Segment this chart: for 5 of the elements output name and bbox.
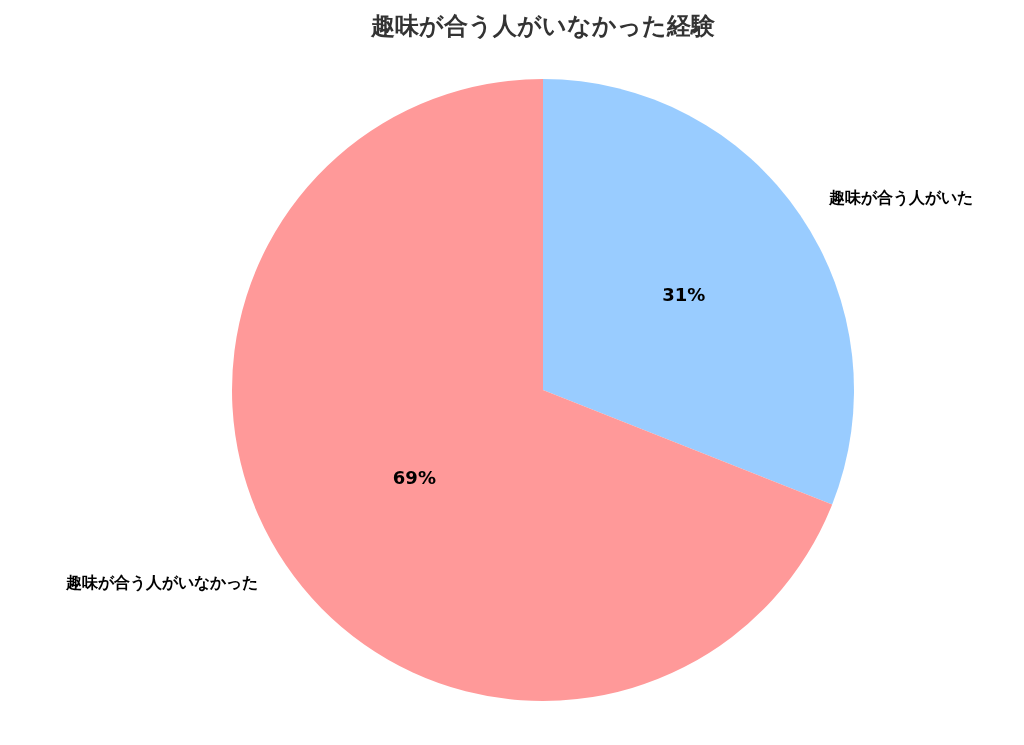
data-label: 69% [392, 466, 436, 488]
slice-label: 趣味が合う人がいた [828, 188, 973, 207]
slice-label: 趣味が合う人がいなかった [65, 573, 258, 592]
chart-title: 趣味が合う人がいなかった経験 [369, 12, 716, 41]
data-label: 31% [662, 283, 706, 305]
